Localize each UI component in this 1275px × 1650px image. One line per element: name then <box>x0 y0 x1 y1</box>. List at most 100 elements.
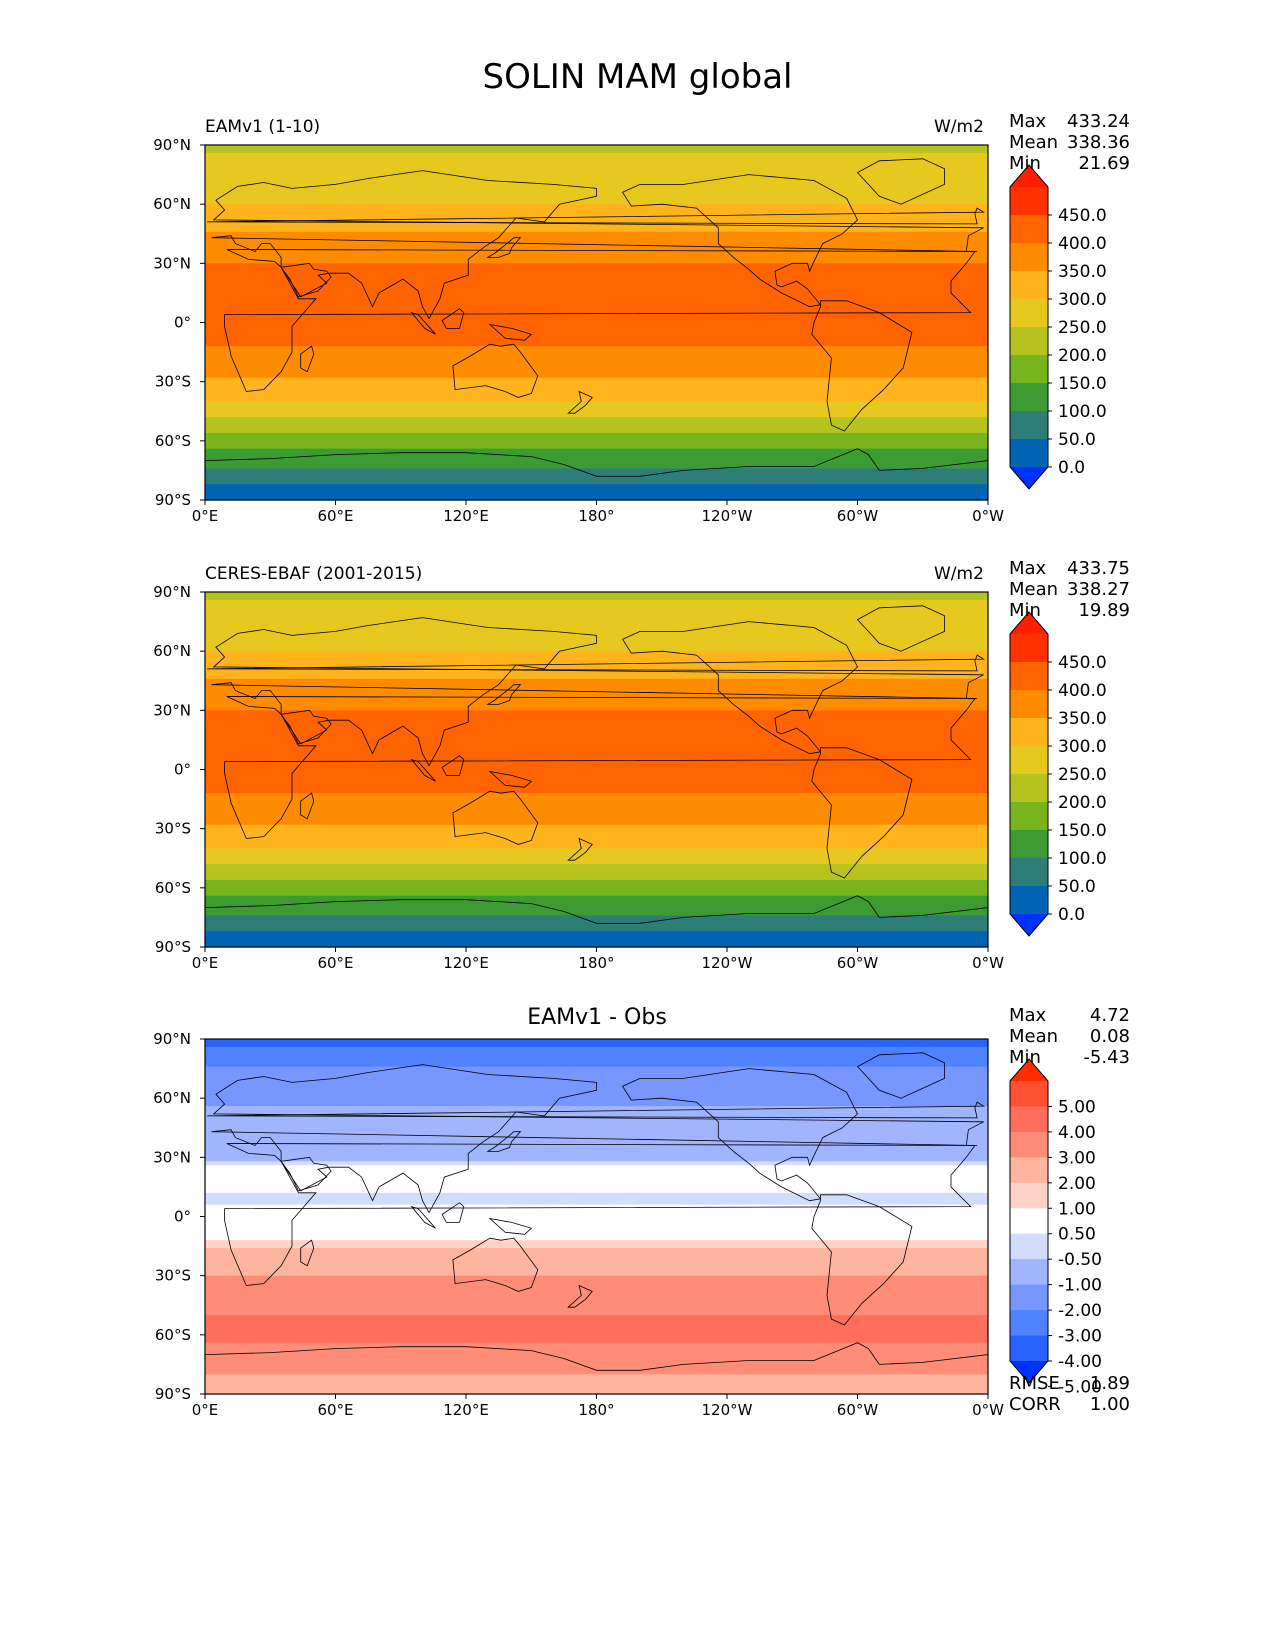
colorbar-bin <box>1010 327 1048 356</box>
field-band <box>205 464 988 470</box>
field-band <box>205 488 988 493</box>
field-band <box>205 1315 988 1320</box>
field-band <box>205 350 988 355</box>
field-band <box>205 864 988 869</box>
x-tick-label: 120°E <box>443 507 489 525</box>
coastline-new-guinea <box>488 770 533 788</box>
field-band <box>205 1330 988 1336</box>
colorbar-label: 150.0 <box>1058 821 1107 841</box>
panel-center-title: EAMv1 - Obs <box>527 1005 667 1030</box>
field-band <box>205 381 988 387</box>
field-band <box>205 1252 988 1257</box>
coastline-south-america <box>811 300 913 432</box>
x-tick-label: 0°E <box>192 1401 219 1419</box>
field-band <box>205 306 988 312</box>
field-band <box>205 310 988 316</box>
field-band <box>205 338 988 343</box>
field-band <box>205 686 988 692</box>
field-band <box>205 1196 988 1202</box>
chart-svg: 0°E 60°E 120°E 180° 120°W 60°W 0°W 90°N 60°N 30°N… <box>153 583 1107 972</box>
field-band <box>205 318 988 324</box>
coastline-borneo <box>441 755 465 776</box>
field-band <box>205 235 988 241</box>
field-band <box>205 255 988 260</box>
field-band <box>205 745 988 751</box>
x-tick-label: 60°W <box>837 1401 879 1419</box>
field-band <box>205 694 988 700</box>
stat-value: 4.72 <box>1089 1005 1130 1026</box>
coastline-uk <box>207 207 985 225</box>
colorbar-bin <box>1010 215 1048 244</box>
field-band <box>205 1319 988 1324</box>
coastline-borneo <box>441 1202 465 1223</box>
colorbar-label: 5.00 <box>1058 1097 1096 1117</box>
coastline-sumatra <box>410 758 436 782</box>
field-band <box>205 385 988 391</box>
field-band <box>205 876 988 881</box>
colorbar-label: 50.0 <box>1058 877 1096 897</box>
colorbar-extend-top <box>1010 165 1048 187</box>
field-band <box>205 1121 988 1127</box>
field-band <box>205 1145 988 1151</box>
field-band <box>205 172 988 178</box>
colorbar-bin <box>1010 662 1048 691</box>
panel-obs: 0°E 60°E 120°E 180° 120°W 60°W 0°W 90°N 60°N 30°N… <box>0 552 1275 992</box>
coastline-eurasia <box>211 617 984 767</box>
field-band <box>205 1362 988 1367</box>
field-band <box>205 377 988 383</box>
field-band <box>205 263 988 268</box>
field-bands <box>205 1039 988 1395</box>
field-band <box>205 678 988 684</box>
colorbar-extend-bottom <box>1010 1361 1048 1383</box>
field-band <box>205 1204 988 1210</box>
coastline-north-america <box>622 174 858 308</box>
coastlines <box>204 605 989 948</box>
colorbar-label: 0.0 <box>1058 905 1085 925</box>
panel-model: 0°E 60°E 120°E 180° 120°W 60°W 0°W 90°N 60°N 30°N… <box>0 105 1275 545</box>
colorbar-bin <box>1010 1157 1048 1184</box>
field-band <box>205 808 988 814</box>
field-band <box>205 619 988 625</box>
field-band <box>205 753 988 759</box>
field-band <box>205 631 988 636</box>
field-band <box>205 444 988 450</box>
y-tick-label: 60°N <box>153 195 191 213</box>
field-band <box>205 1323 988 1328</box>
field-band <box>205 1386 988 1391</box>
field-band <box>205 287 988 292</box>
field-band <box>205 1129 988 1135</box>
colorbar-bin <box>1010 299 1048 328</box>
field-band <box>205 1295 988 1300</box>
coastline-sumatra <box>410 311 436 335</box>
field-band <box>205 1181 988 1186</box>
field-band <box>205 168 988 174</box>
x-tick-label: 0°W <box>972 507 1004 525</box>
field-band <box>205 275 988 280</box>
colorbar-label: 3.00 <box>1058 1148 1096 1168</box>
colorbar-bin <box>1010 830 1048 859</box>
coastline-new-zealand <box>567 1284 593 1308</box>
field-band <box>205 801 988 806</box>
field-band <box>205 460 988 466</box>
field-band <box>205 476 988 481</box>
field-band <box>205 1094 988 1099</box>
field-band <box>205 393 988 399</box>
field-band <box>205 1334 988 1340</box>
field-band <box>205 239 988 245</box>
coastline-australia <box>452 343 539 398</box>
x-tick-label: 120°W <box>702 507 753 525</box>
field-band <box>205 1046 988 1052</box>
chart-svg: 0°E 60°E 120°E 180° 120°W 60°W 0°W 90°N 60°N 30°N… <box>153 1030 1102 1419</box>
field-band <box>205 1338 988 1344</box>
field-band <box>205 496 988 501</box>
colorbar-bin <box>1010 746 1048 775</box>
field-band <box>205 773 988 778</box>
coastlines <box>204 158 989 501</box>
coastline-arabia <box>280 1156 332 1192</box>
colorbar-label: -4.00 <box>1058 1352 1102 1372</box>
colorbar-label: 0.0 <box>1058 458 1085 478</box>
y-tick-label: 90°N <box>153 1030 191 1048</box>
coastline-north-america <box>622 1068 858 1202</box>
field-band <box>205 836 988 842</box>
field-band <box>205 251 988 257</box>
